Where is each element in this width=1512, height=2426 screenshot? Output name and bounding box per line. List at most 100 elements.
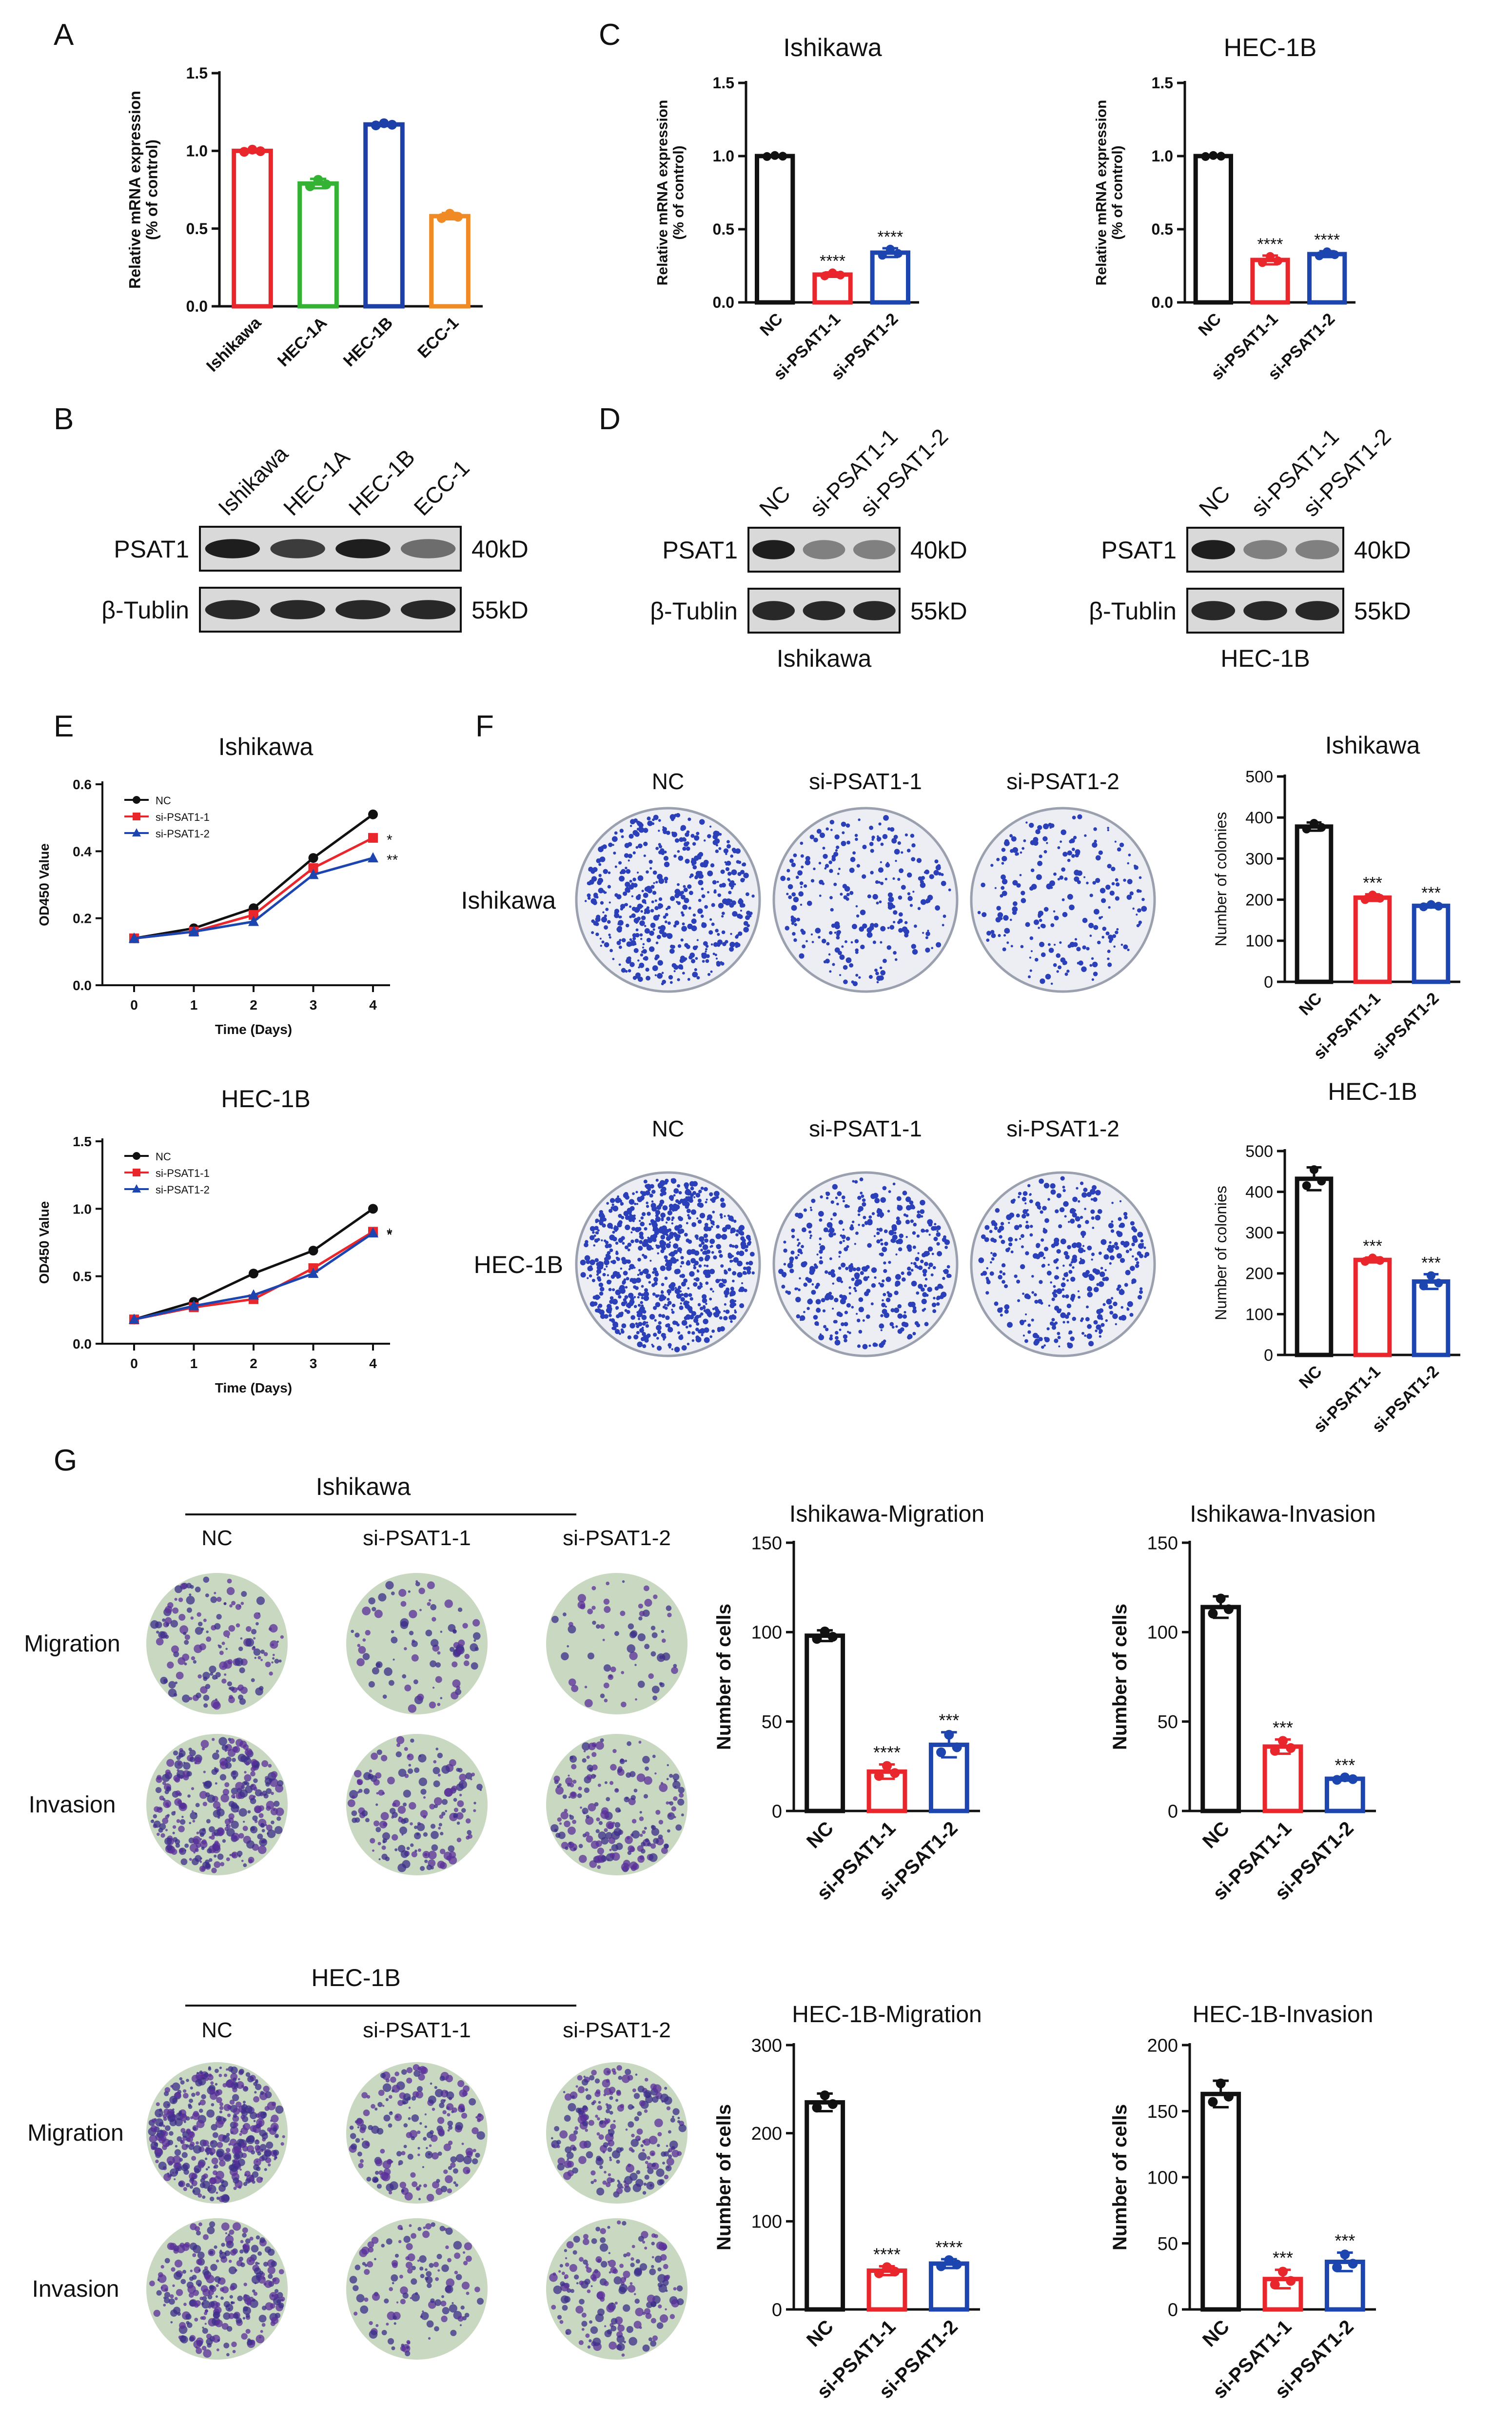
colony-dot bbox=[658, 1313, 662, 1317]
stained-cell bbox=[389, 2181, 398, 2190]
colony-dot bbox=[655, 881, 658, 884]
stained-cell bbox=[250, 1798, 256, 1804]
stained-cell bbox=[266, 1824, 273, 1831]
colony-dot bbox=[833, 852, 839, 857]
colony-dot bbox=[676, 1323, 680, 1327]
colony-dot bbox=[619, 829, 624, 833]
colony-dot bbox=[687, 1216, 691, 1220]
colony-dot bbox=[936, 1230, 939, 1233]
significance-label: **** bbox=[935, 2237, 962, 2257]
colony-dot bbox=[658, 1321, 662, 1325]
colony-dot bbox=[874, 1198, 880, 1204]
colony-dot bbox=[933, 870, 939, 876]
colony-dot bbox=[645, 1336, 648, 1340]
stained-cell bbox=[674, 1816, 676, 1818]
stained-cell bbox=[428, 1850, 437, 1860]
stained-cell bbox=[217, 1830, 224, 1836]
colony-dot bbox=[710, 1245, 713, 1248]
stained-cell bbox=[371, 1752, 378, 1760]
stained-cell bbox=[225, 1756, 232, 1763]
colony-dot bbox=[1058, 965, 1062, 970]
stained-cell bbox=[203, 1770, 206, 1773]
colony-dot bbox=[671, 1303, 676, 1308]
colony-dot bbox=[613, 851, 616, 855]
stained-cell bbox=[206, 1631, 209, 1633]
colony-dot bbox=[1093, 1287, 1099, 1293]
colony-dot bbox=[730, 1227, 736, 1233]
colony-dot bbox=[704, 1223, 708, 1227]
colony-dot bbox=[796, 917, 800, 922]
colony-dot bbox=[660, 1265, 666, 1272]
colony-dot bbox=[1080, 1215, 1083, 1219]
stained-cell bbox=[361, 1810, 368, 1817]
colony-dot bbox=[698, 1264, 702, 1268]
stained-cell bbox=[362, 1653, 370, 1660]
colony-dot bbox=[819, 1218, 823, 1222]
colony-dot bbox=[1086, 1305, 1089, 1309]
colony-dot bbox=[1029, 969, 1032, 972]
stained-cell bbox=[595, 1840, 602, 1847]
colony-dot bbox=[667, 1297, 670, 1301]
colony-dot bbox=[1057, 1332, 1060, 1335]
colony-dot bbox=[1047, 1198, 1050, 1201]
colony-dot bbox=[584, 1255, 590, 1261]
stained-cell bbox=[255, 2145, 260, 2151]
colony-dot bbox=[631, 895, 634, 897]
stained-cell bbox=[190, 2141, 195, 2147]
stained-cell bbox=[434, 2089, 443, 2097]
colony-dot bbox=[637, 903, 643, 909]
stained-cell bbox=[151, 2118, 156, 2123]
bar bbox=[1353, 1257, 1392, 1357]
stained-cell bbox=[222, 2083, 227, 2088]
colony-dot bbox=[1053, 1289, 1058, 1293]
colony-dot bbox=[1001, 1239, 1005, 1244]
stained-cell bbox=[577, 1594, 586, 1603]
colony-dot bbox=[849, 1226, 854, 1231]
colony-dot bbox=[1060, 957, 1066, 963]
colony-dot bbox=[683, 887, 688, 893]
stained-cell bbox=[266, 2141, 274, 2149]
stained-cell bbox=[226, 1828, 235, 1837]
colony-dot bbox=[850, 856, 856, 862]
stained-cell bbox=[582, 2105, 588, 2110]
stained-cell bbox=[433, 1760, 437, 1764]
stained-cell bbox=[401, 2151, 406, 2156]
stained-cell bbox=[260, 1650, 265, 1654]
y-tick-label: 300 bbox=[1245, 1224, 1273, 1242]
colony-dot bbox=[1056, 1266, 1059, 1270]
stained-cell bbox=[418, 1777, 428, 1787]
colony-dot bbox=[828, 931, 833, 935]
colony-dot bbox=[1109, 891, 1115, 896]
colony-dot bbox=[1087, 1286, 1092, 1291]
stained-cell bbox=[679, 1792, 684, 1798]
colony-dot bbox=[610, 1206, 614, 1210]
colony-dot bbox=[628, 941, 633, 946]
stained-cell bbox=[614, 1822, 621, 1828]
colony-dot bbox=[739, 1225, 745, 1231]
colony-dot bbox=[1021, 1266, 1023, 1269]
colony-dot bbox=[1114, 840, 1117, 843]
colony-dot bbox=[946, 1265, 950, 1269]
stained-cell bbox=[621, 1701, 627, 1708]
stained-cell bbox=[216, 2191, 218, 2194]
colony-dot bbox=[1127, 1301, 1133, 1307]
colony-dot bbox=[683, 1278, 688, 1283]
stained-cell bbox=[668, 1813, 672, 1817]
colony-dot bbox=[680, 955, 686, 961]
stained-cell bbox=[403, 2093, 411, 2101]
colony-dot bbox=[683, 1293, 688, 1298]
colony-dot bbox=[994, 887, 997, 889]
colony-dot bbox=[683, 885, 686, 888]
data-point bbox=[445, 209, 455, 219]
stained-cell bbox=[349, 2125, 354, 2130]
stained-cell bbox=[268, 1764, 272, 1768]
colony-dot bbox=[893, 921, 896, 924]
y-tick-label: 100 bbox=[1147, 1623, 1178, 1643]
colony-dot bbox=[1083, 876, 1086, 878]
colony-dot bbox=[666, 831, 670, 835]
data-point bbox=[820, 271, 829, 280]
stained-cell bbox=[604, 1828, 608, 1832]
colony-dot bbox=[898, 928, 903, 933]
colony-dot bbox=[1132, 1235, 1138, 1241]
